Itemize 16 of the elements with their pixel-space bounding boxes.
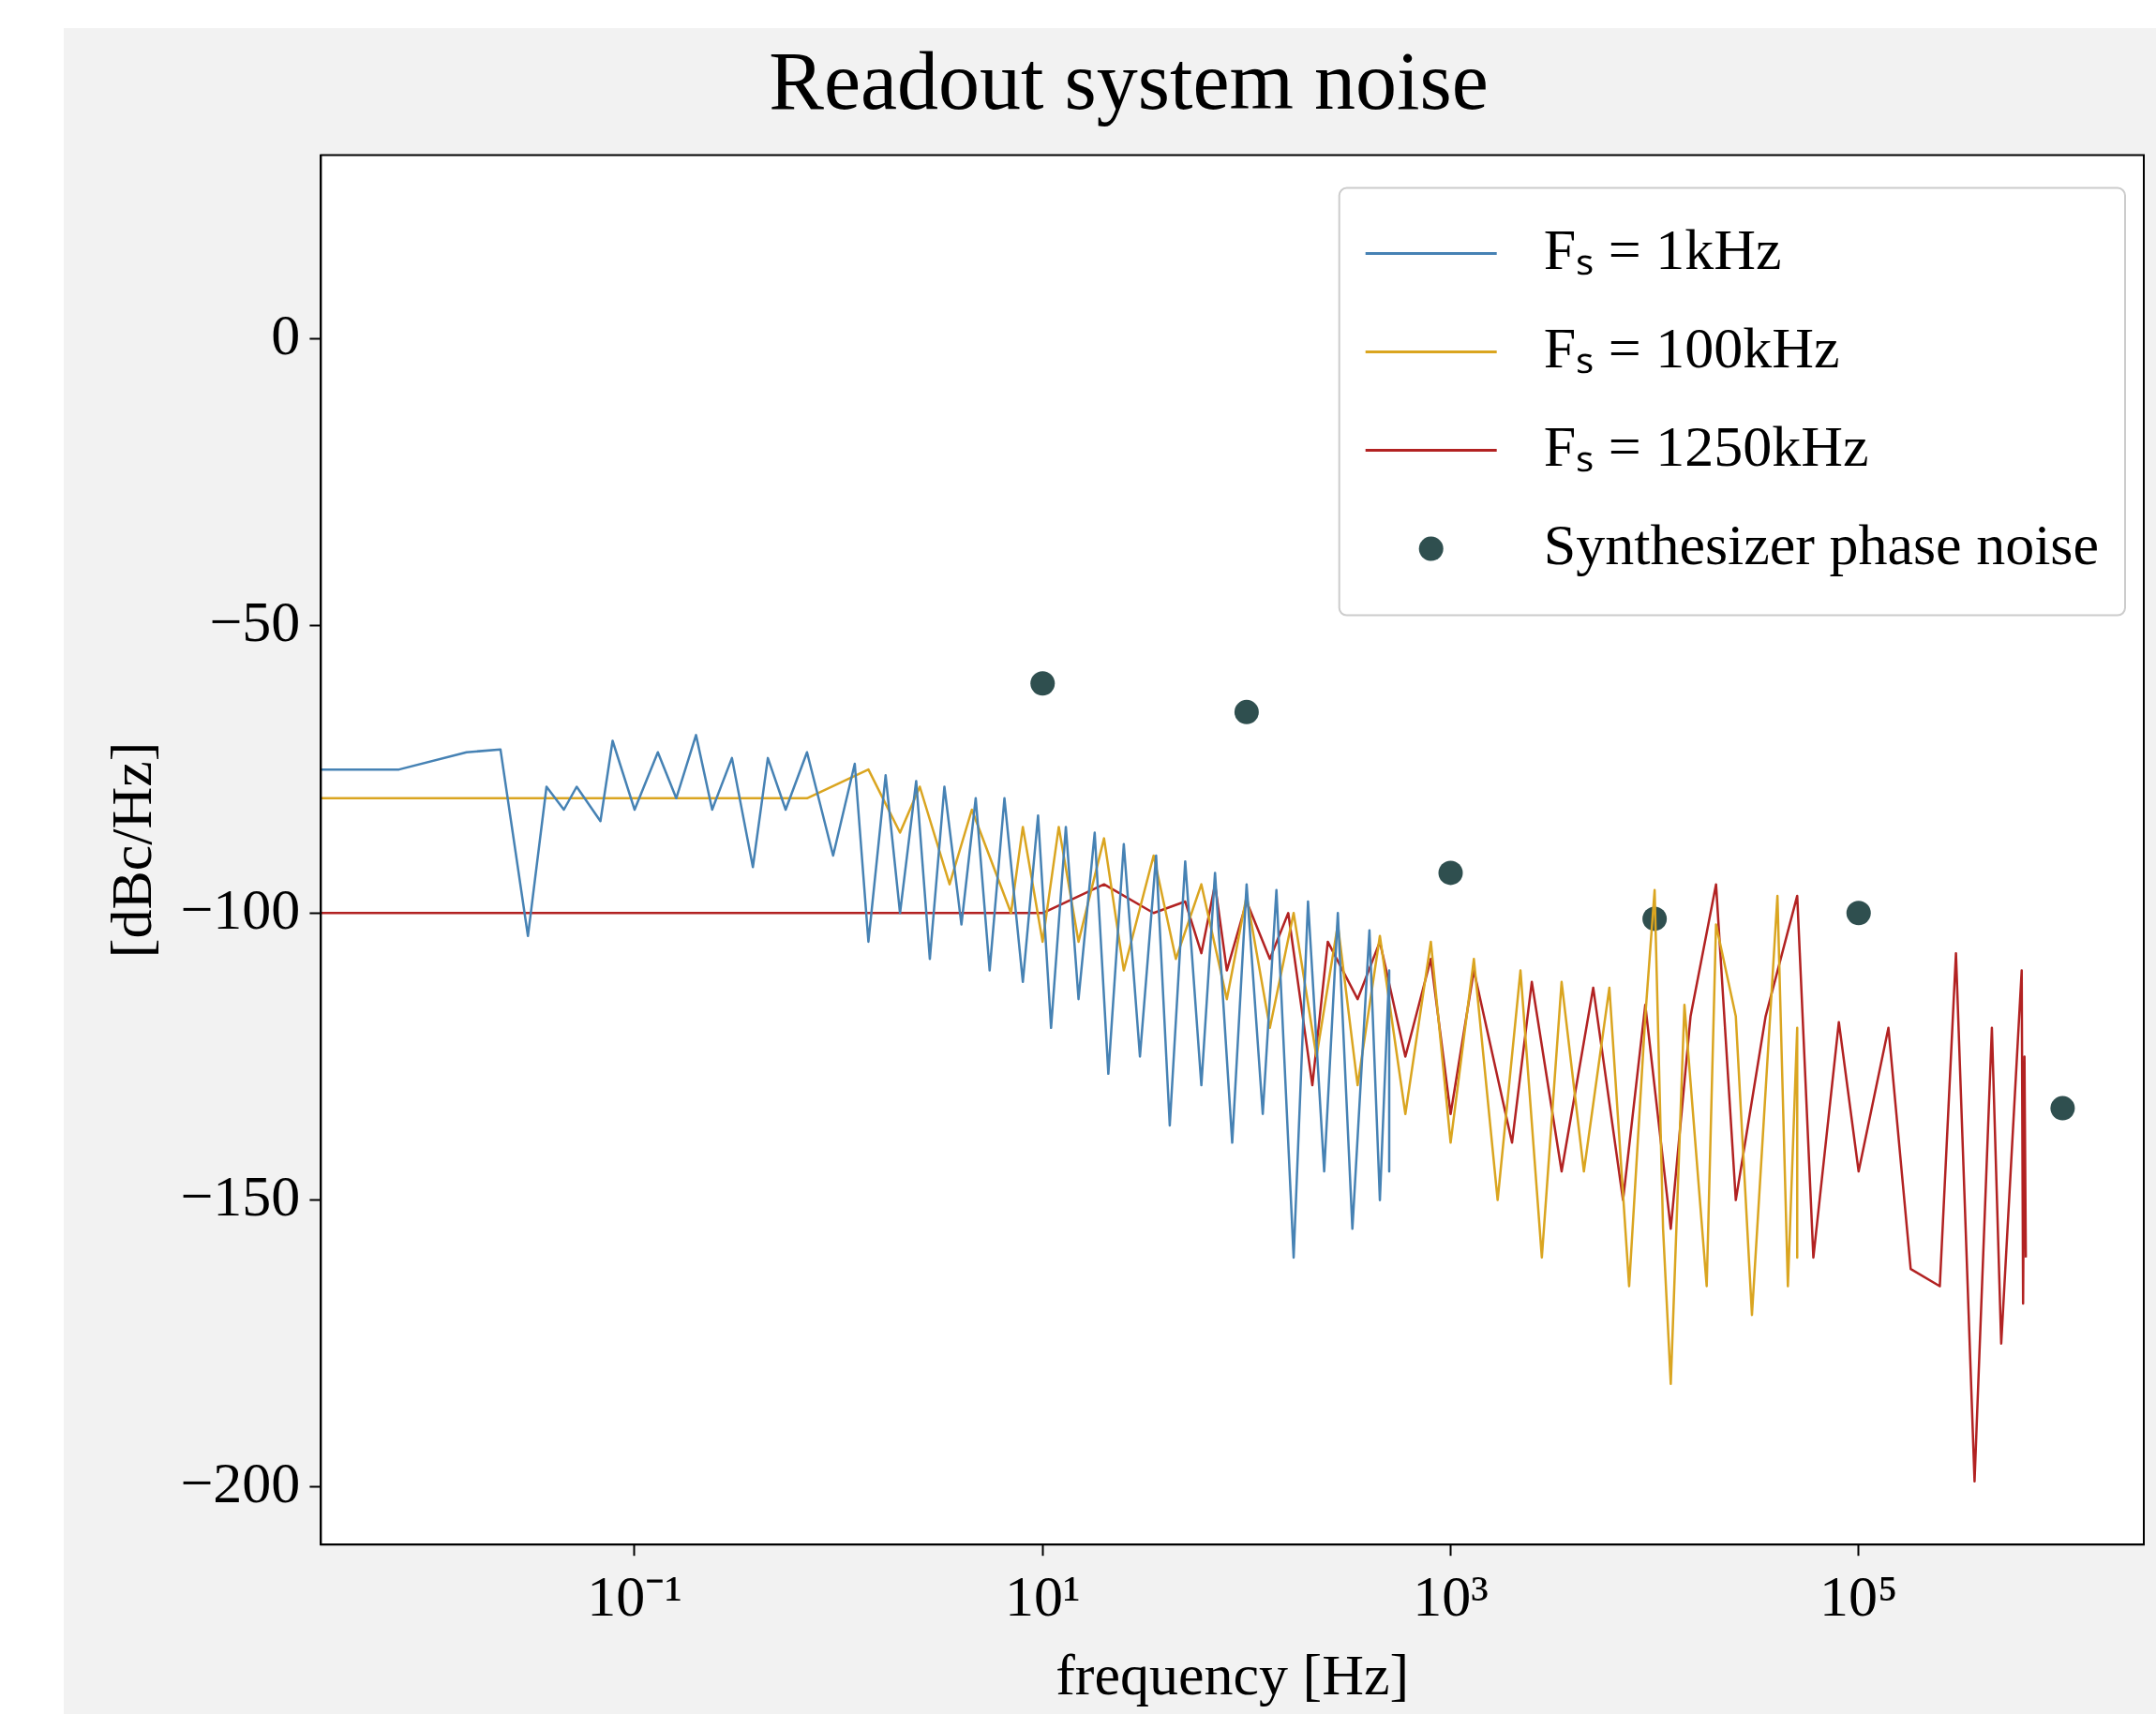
legend-label: Fₛ = 1kHz — [1543, 216, 1782, 281]
legend-label: Fₛ = 1250kHz — [1543, 413, 1869, 478]
x-tick-label: 10⁻¹ — [587, 1563, 682, 1628]
y-tick-label: −50 — [209, 589, 301, 654]
y-tick-label: 0 — [271, 302, 301, 366]
x-tick-label: 10³ — [1413, 1563, 1489, 1628]
y-tick-label: −200 — [180, 1451, 301, 1515]
x-axis-title: frequency [Hz] — [1056, 1643, 1410, 1707]
y-tick-label: −150 — [180, 1163, 301, 1228]
x-tick-label: 10⁵ — [1819, 1563, 1898, 1628]
x-tick-label: 10¹ — [1004, 1563, 1081, 1628]
legend-label: Synthesizer phase noise — [1543, 512, 2100, 576]
legend-label: Fₛ = 100kHz — [1543, 315, 1840, 380]
y-tick-label: −100 — [180, 876, 301, 941]
chart-title: Readout system noise — [769, 35, 1489, 127]
y-axis-title: [dBc/Hz] — [99, 741, 164, 959]
